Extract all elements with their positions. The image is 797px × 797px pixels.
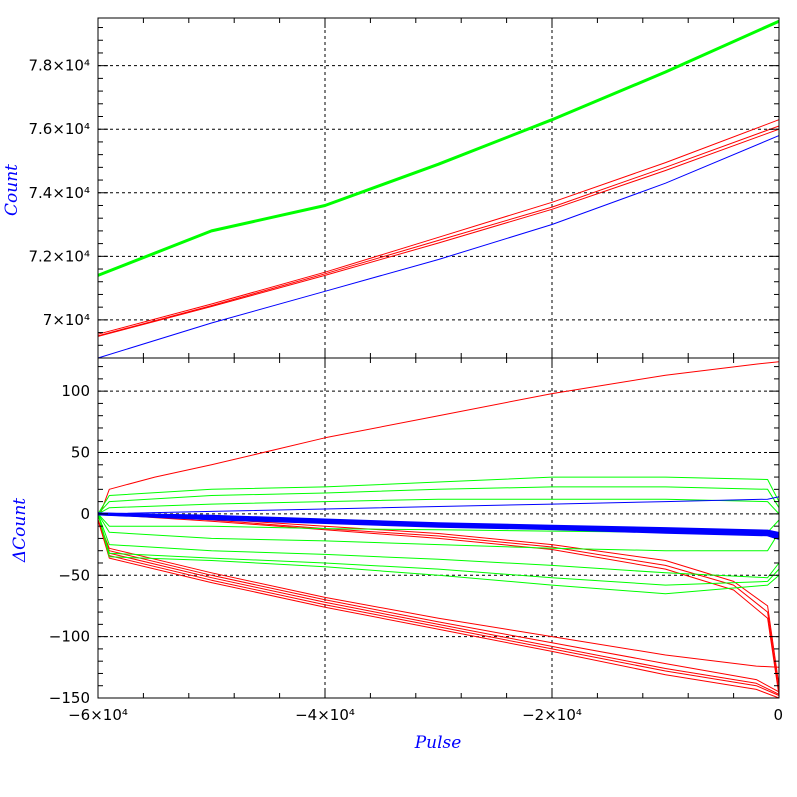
series-line (97, 125, 780, 337)
series-line (97, 135, 780, 359)
series-line (97, 513, 780, 579)
x-tick-label: 0 (773, 706, 783, 724)
series-line (97, 128, 780, 337)
series-line (97, 513, 780, 686)
series-line (97, 512, 780, 540)
y-tick-label: 7.2×10⁴ (28, 247, 90, 265)
series-line (97, 519, 780, 668)
y-tick-label: 50 (71, 444, 90, 462)
series-line (97, 513, 780, 586)
series-line (97, 486, 780, 515)
plot-frames (97, 17, 780, 699)
y-tick-label: 7×10⁴ (43, 311, 90, 329)
top-y-axis-label: Count (2, 164, 22, 216)
x-tick-label: −4×10⁴ (295, 706, 355, 724)
series-line (97, 519, 780, 699)
x-tick-label: −6×10⁴ (68, 706, 128, 724)
series-line (97, 519, 780, 696)
series-line (97, 519, 780, 695)
tick-marks (97, 18, 780, 699)
y-tick-label: −50 (58, 566, 90, 584)
y-tick-label: 7.8×10⁴ (28, 57, 90, 75)
y-tick-label: −100 (49, 628, 90, 646)
x-axis-label: Pulse (414, 733, 462, 753)
series-line (97, 512, 780, 535)
tick-labels: 7×10⁴ 7.2×10⁴ 7.4×10⁴ 7.6×10⁴ 7.8×10⁴ −150 −10… (28, 57, 783, 724)
series-line (97, 513, 780, 552)
series-line (97, 361, 780, 521)
series-line (97, 513, 780, 696)
x-tick-label: −2×10⁴ (522, 706, 582, 724)
plot-frame (97, 357, 780, 699)
y-tick-label: 7.6×10⁴ (28, 120, 90, 138)
y-tick-label: −150 (49, 689, 90, 707)
series-line (97, 476, 780, 515)
series-line (97, 498, 780, 515)
series-line (97, 19, 780, 277)
series-line (97, 119, 780, 335)
series-lines (97, 19, 780, 699)
bottom-y-axis-label: ΔCount (10, 498, 30, 563)
series-line (97, 519, 780, 693)
series-line (97, 496, 780, 515)
y-tick-label: 0 (80, 505, 90, 523)
series-line (97, 513, 780, 595)
y-tick-label: 7.4×10⁴ (28, 184, 90, 202)
y-tick-label: 100 (61, 382, 90, 400)
